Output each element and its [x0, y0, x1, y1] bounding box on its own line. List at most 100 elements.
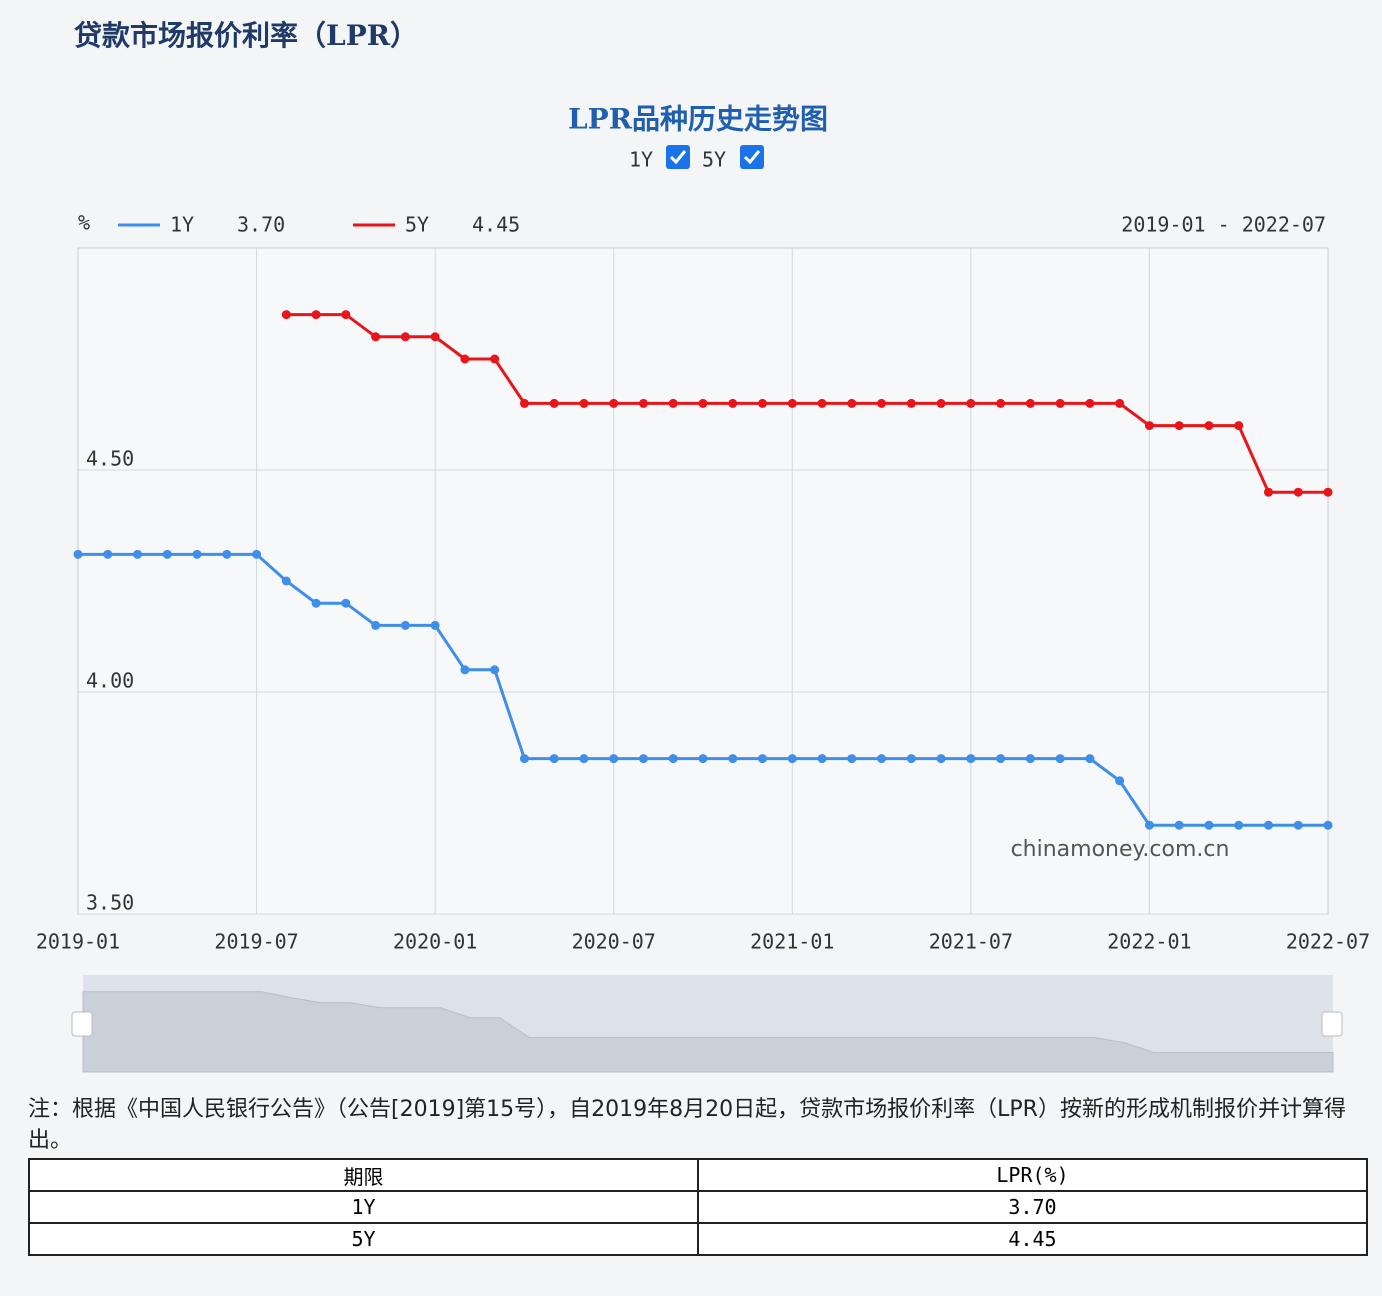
data-point	[341, 598, 351, 608]
data-point	[758, 398, 768, 408]
data-point	[341, 310, 351, 320]
data-point	[1204, 421, 1214, 431]
navigator-area	[82, 991, 1334, 1073]
data-point	[1174, 820, 1184, 830]
table-cell: 4.45	[697, 1222, 1368, 1256]
data-point	[906, 398, 916, 408]
data-point	[579, 754, 589, 764]
data-point	[1115, 776, 1125, 786]
data-point	[847, 754, 857, 764]
data-point	[906, 754, 916, 764]
data-point	[698, 398, 708, 408]
data-point	[1234, 820, 1244, 830]
data-point	[519, 754, 529, 764]
checkbox[interactable]	[666, 145, 690, 169]
data-point	[817, 754, 827, 764]
checkbox[interactable]	[740, 145, 764, 169]
data-point	[371, 620, 381, 630]
toggle-label: 5Y	[702, 148, 726, 172]
data-point	[1085, 754, 1095, 764]
data-point	[1144, 421, 1154, 431]
data-point	[609, 398, 619, 408]
data-point	[103, 549, 113, 559]
navigator-handle[interactable]	[71, 1011, 93, 1037]
data-point	[252, 549, 262, 559]
data-point	[1263, 487, 1273, 497]
data-point	[460, 665, 470, 675]
data-point	[281, 310, 291, 320]
data-point	[787, 398, 797, 408]
data-point	[996, 398, 1006, 408]
data-point	[936, 398, 946, 408]
data-point	[1263, 820, 1273, 830]
data-point	[1234, 421, 1244, 431]
data-point	[549, 754, 559, 764]
data-point	[728, 754, 738, 764]
data-point	[490, 665, 500, 675]
page-title: 贷款市场报价利率（LPR）	[74, 19, 419, 52]
y-axis-label: %	[78, 211, 90, 235]
data-point	[1055, 754, 1065, 764]
data-point	[817, 398, 827, 408]
y-tick-label: 4.00	[86, 669, 134, 693]
data-point	[877, 398, 887, 408]
data-point	[638, 754, 648, 764]
data-point	[1293, 820, 1303, 830]
data-point	[490, 354, 500, 364]
data-point	[519, 398, 529, 408]
legend-label: 5Y	[405, 213, 429, 237]
navigator-handle[interactable]	[1321, 1011, 1343, 1037]
data-point	[1055, 398, 1065, 408]
data-point	[638, 398, 648, 408]
data-point	[1204, 820, 1214, 830]
data-point	[668, 754, 678, 764]
data-point	[400, 620, 410, 630]
data-point	[311, 598, 321, 608]
watermark: chinamoney.com.cn	[1011, 837, 1230, 862]
data-point	[311, 310, 321, 320]
data-point	[549, 398, 559, 408]
y-tick-label: 3.50	[86, 891, 134, 915]
data-point	[668, 398, 678, 408]
table-cell: 3.70	[697, 1190, 1368, 1224]
x-tick-label: 2019-07	[214, 930, 298, 954]
data-point	[758, 754, 768, 764]
legend-value: 3.70	[237, 213, 285, 237]
data-point	[579, 398, 589, 408]
data-point	[936, 754, 946, 764]
data-point	[1174, 421, 1184, 431]
legend-label: 1Y	[170, 213, 194, 237]
toggle-label: 1Y	[629, 148, 653, 172]
data-point	[162, 549, 172, 559]
data-point	[1323, 820, 1333, 830]
data-point	[996, 754, 1006, 764]
chart-title: LPR品种历史走势图	[568, 103, 828, 136]
data-point	[430, 620, 440, 630]
x-tick-label: 2021-01	[750, 930, 834, 954]
table-cell: 1Y	[28, 1190, 699, 1224]
series-line	[286, 313, 1328, 494]
x-tick-label: 2020-01	[393, 930, 477, 954]
data-point	[222, 549, 232, 559]
data-point	[1025, 398, 1035, 408]
data-point	[73, 549, 83, 559]
table-header: 期限	[28, 1158, 699, 1192]
data-point	[400, 332, 410, 342]
data-point	[787, 754, 797, 764]
data-point	[133, 549, 143, 559]
data-point	[1144, 820, 1154, 830]
x-tick-label: 2022-07	[1286, 930, 1370, 954]
x-tick-label: 2021-07	[929, 930, 1013, 954]
data-point	[966, 398, 976, 408]
table-cell: 5Y	[28, 1222, 699, 1256]
data-point	[698, 754, 708, 764]
x-tick-label: 2020-07	[572, 930, 656, 954]
rate-table: 期限 LPR(%) 1Y 3.70 5Y 4.45	[28, 1158, 1368, 1256]
data-point	[192, 549, 202, 559]
data-point	[966, 754, 976, 764]
x-tick-label: 2022-01	[1107, 930, 1191, 954]
note: 注：根据《中国人民银行公告》（公告[2019]第15号），自2019年8月20日…	[28, 1097, 1346, 1153]
data-point	[1293, 487, 1303, 497]
data-point	[847, 398, 857, 408]
